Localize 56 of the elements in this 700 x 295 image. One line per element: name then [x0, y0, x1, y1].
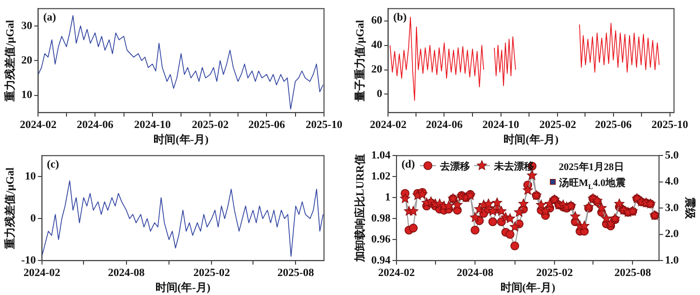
- x-axis-title: 时间(年-月): [155, 281, 211, 294]
- y-tick-label: 0: [376, 88, 383, 100]
- y2-tick-label: 1.0: [665, 254, 680, 266]
- x-tick-label: 2024-06: [76, 119, 114, 132]
- y-tick-label: 1.04: [371, 149, 391, 162]
- x-tick-label: 2024-02: [370, 119, 408, 132]
- x-tick-label: 2025-02: [192, 119, 230, 132]
- x-tick-label: 2024-08: [456, 267, 494, 280]
- x-tick-label: 2025-08: [277, 267, 315, 280]
- y2-tick-label: 5.0: [665, 149, 680, 162]
- y-tick-label: 20: [371, 64, 383, 76]
- x-tick-label: 2025-02: [539, 119, 577, 132]
- y-tick-label: 0.98: [371, 212, 391, 224]
- x-tick-label: 2025-08: [614, 267, 652, 280]
- y-axis-title: 重力残差值/μGal: [3, 20, 16, 102]
- y-tick-label: 0.96: [371, 233, 391, 246]
- y2-tick-label: 4.0: [665, 176, 680, 188]
- y-axis-title: 重力残差值/μGal: [3, 167, 16, 250]
- chart-title: (b): [393, 12, 407, 24]
- x-tick-label: 2024-10: [482, 119, 520, 132]
- x-tick-label: 2025-02: [536, 267, 574, 280]
- chart-title: (a): [43, 12, 56, 24]
- y-tick-label: -10: [21, 254, 36, 266]
- x-tick-label: 2024-08: [108, 267, 146, 280]
- x-tick-label: 2024-02: [24, 267, 61, 280]
- y2-tick-label: 2.0: [665, 228, 680, 240]
- x-axis-title: 时间(年-月): [504, 133, 559, 146]
- y-tick-label: 40: [371, 39, 383, 52]
- y-tick-label: 10: [24, 170, 36, 182]
- x-tick-label: 2025-10: [306, 119, 343, 132]
- chart-title: (c): [46, 158, 60, 171]
- y-axis-title: 加卸载响应比LURR值: [353, 154, 366, 264]
- x-axis-title: 时间(年-月): [500, 281, 556, 294]
- x-tick-label: 2024-10: [134, 119, 172, 132]
- x-tick-label: 2025-10: [651, 119, 689, 132]
- legend-label: 去漂移: [438, 160, 470, 173]
- x-tick-label: 2024-02: [378, 267, 416, 280]
- x-tick-label: 2024-02: [20, 119, 58, 132]
- y-tick-label: 10: [21, 89, 33, 102]
- y-tick-label: 30: [21, 20, 33, 32]
- y-tick-label: 20: [21, 54, 33, 66]
- y-tick-label: 1.02: [371, 170, 391, 182]
- chart-title: (d): [401, 158, 416, 171]
- y-axis-title: 量子重力值/μGal: [353, 20, 366, 102]
- annotation: 2025年1月28日: [558, 160, 624, 173]
- y2-axis-title: 震级: [684, 196, 697, 220]
- x-tick-label: 2025-06: [594, 119, 632, 132]
- y-tick-label: 0: [30, 212, 36, 224]
- y-tick-label: 1: [384, 191, 390, 204]
- x-tick-label: 2024-06: [426, 119, 464, 132]
- y-tick-label: 60: [371, 14, 383, 27]
- x-axis-title: 时间(年-月): [154, 133, 209, 146]
- x-tick-label: 2025-06: [248, 119, 286, 132]
- y-tick-label: 0.94: [371, 254, 391, 266]
- x-tick-label: 2025-02: [193, 267, 231, 280]
- y2-tick-label: 3.0: [665, 202, 680, 214]
